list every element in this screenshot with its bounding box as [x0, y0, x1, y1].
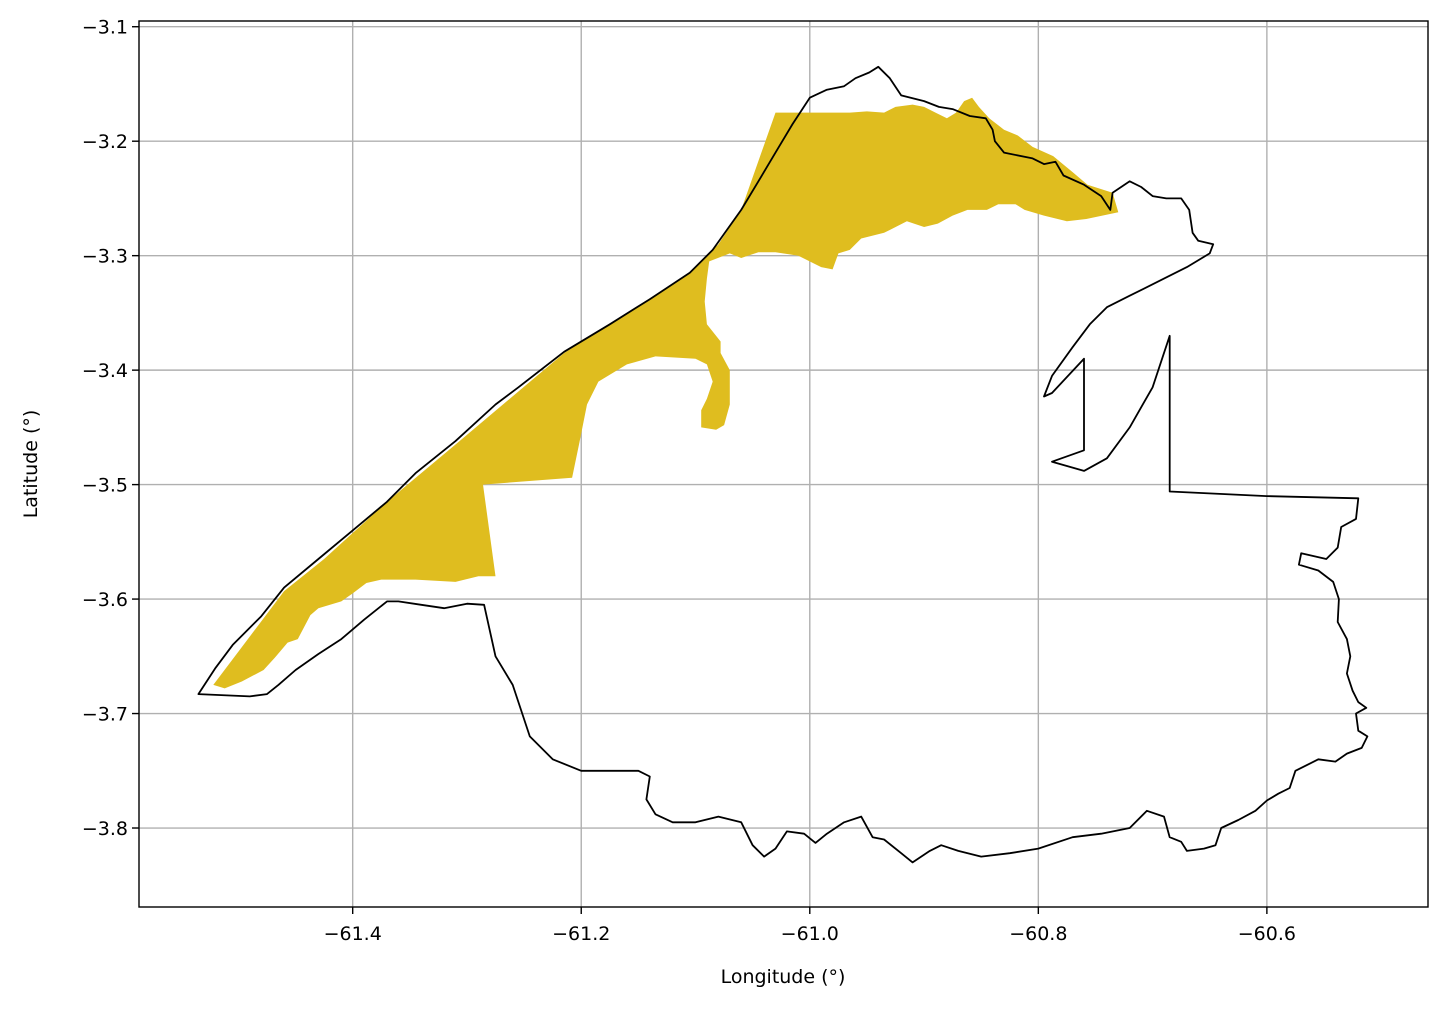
y-tick-label-4: −3.5 [82, 475, 128, 497]
y-tick-label-6: −3.7 [82, 704, 128, 726]
x-axis-label: Longitude (°) [721, 966, 846, 988]
y-tick-label-7: −3.8 [82, 818, 128, 840]
y-tick-label-0: −3.1 [82, 17, 128, 39]
y-tick-label-1: −3.2 [82, 131, 128, 153]
ticks-layer: −61.4 −61.2 −61.0 −60.8 −60.6 −3.1 −3.2 −3.3 −3.… [82, 17, 1296, 945]
x-tick-label-2: −61.0 [781, 923, 839, 945]
x-tick-label-0: −61.4 [324, 923, 382, 945]
y-tick-label-2: −3.3 [82, 246, 128, 268]
filled-region [213, 97, 1119, 689]
y-axis-label: Latitude (°) [20, 410, 42, 519]
map-layer [197, 65, 1369, 864]
plot-frame [138, 20, 1429, 908]
x-tick-label-1: −61.2 [552, 923, 610, 945]
y-tick-label-3: −3.4 [82, 360, 128, 382]
y-tick-label-5: −3.6 [82, 589, 128, 611]
x-tick-label-4: −60.6 [1238, 923, 1296, 945]
x-tick-label-3: −60.8 [1009, 923, 1067, 945]
boundary-outline [197, 65, 1369, 864]
